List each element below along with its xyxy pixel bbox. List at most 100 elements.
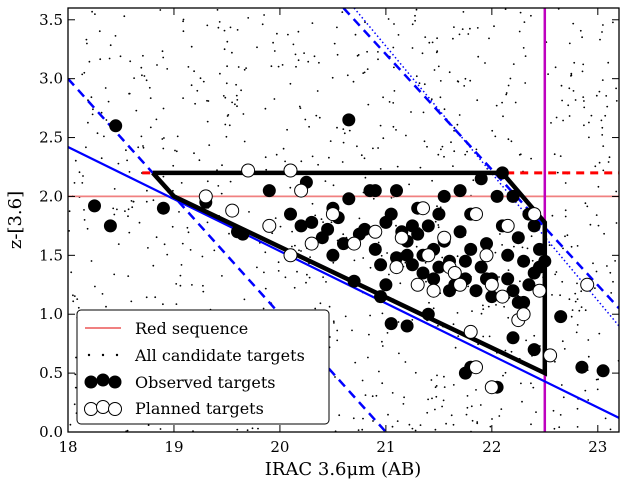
candidate-dot — [135, 109, 138, 112]
candidate-dot — [127, 215, 129, 218]
candidate-dot — [113, 213, 116, 216]
candidate-dot — [298, 249, 300, 252]
candidate-dot — [445, 422, 447, 425]
candidate-dot — [609, 428, 612, 431]
y-tick-label: 3.0 — [39, 70, 63, 88]
planned-target-point — [469, 360, 483, 375]
candidate-dot — [442, 399, 445, 402]
candidate-dot — [344, 315, 347, 318]
candidate-dot — [294, 244, 296, 247]
candidate-dot — [354, 33, 357, 36]
candidate-dot — [361, 379, 364, 382]
y-axis-label: z-[3.6] — [5, 191, 26, 249]
candidate-dot — [393, 23, 395, 25]
planned-target-point — [426, 283, 441, 298]
candidate-dot — [162, 107, 165, 110]
observed-target-point — [405, 219, 419, 233]
candidate-dot — [332, 261, 335, 264]
candidate-dot — [298, 105, 301, 108]
candidate-dot — [83, 209, 85, 211]
candidate-dot — [231, 51, 233, 54]
candidate-dot — [520, 382, 522, 385]
candidate-dot — [68, 210, 71, 213]
candidate-dot — [521, 400, 523, 403]
candidate-dot — [564, 215, 567, 218]
planned-target-point — [463, 324, 478, 339]
blue-dashed-right-line — [342, 8, 619, 310]
candidate-dot — [159, 9, 162, 11]
candidate-dot — [424, 36, 427, 38]
candidate-dot — [441, 405, 443, 408]
candidate-dot — [279, 225, 282, 228]
candidate-dot — [366, 68, 369, 70]
candidate-dot — [187, 231, 190, 234]
candidate-dot — [392, 102, 395, 104]
candidate-dot — [237, 66, 240, 68]
candidate-dot — [231, 101, 234, 104]
candidate-dot — [81, 182, 84, 184]
candidate-dot — [369, 266, 372, 269]
planned-target-point — [283, 248, 298, 263]
candidate-dot — [341, 11, 344, 14]
candidate-dot — [322, 276, 324, 278]
candidate-dot — [381, 312, 384, 315]
candidate-dot — [387, 413, 389, 416]
candidate-dot — [117, 243, 120, 246]
candidate-dot — [597, 185, 600, 188]
candidate-dot — [315, 114, 318, 117]
observed-target-point — [421, 219, 435, 233]
planned-target-point — [241, 163, 256, 178]
candidate-dot — [352, 80, 355, 83]
candidate-dot — [119, 55, 122, 58]
observed-target-point — [506, 189, 520, 203]
candidate-dot — [270, 65, 273, 68]
candidate-dot — [234, 103, 236, 106]
candidate-dot — [501, 244, 503, 246]
candidate-dot — [132, 200, 135, 203]
observed-target-point — [501, 248, 515, 262]
candidate-dot — [498, 415, 501, 417]
candidate-dot — [614, 260, 616, 262]
observed-target-point — [347, 274, 361, 288]
blue-dashed-left-line — [68, 77, 387, 432]
candidate-dot — [587, 399, 590, 401]
observed-target-point — [511, 231, 525, 245]
candidate-dot — [149, 97, 152, 99]
candidate-dot — [393, 66, 395, 69]
candidate-dot — [452, 384, 455, 386]
candidate-dot — [300, 250, 302, 252]
candidate-dot — [281, 64, 284, 66]
candidate-dot — [587, 355, 590, 358]
candidate-dot — [559, 294, 561, 297]
observed-target-point — [527, 219, 541, 233]
candidate-dot — [436, 374, 438, 377]
candidate-dot — [498, 276, 500, 278]
candidate-dot — [475, 389, 477, 391]
candidate-dot — [377, 147, 379, 149]
x-tick-label: 22 — [482, 438, 501, 456]
candidate-dot — [435, 385, 438, 387]
candidate-dot — [127, 275, 130, 277]
candidate-dot — [507, 84, 510, 87]
observed-target-point — [405, 258, 419, 272]
candidate-dot — [575, 331, 578, 334]
candidate-dot — [501, 101, 503, 104]
planned-target-point — [527, 207, 542, 222]
candidate-dot — [437, 224, 440, 226]
candidate-dot — [402, 403, 405, 405]
candidate-dot — [550, 122, 552, 124]
candidate-dot — [127, 208, 130, 211]
candidate-dot — [430, 379, 433, 381]
candidate-dot — [316, 90, 319, 92]
candidate-dot — [597, 224, 600, 227]
candidate-dot — [324, 180, 327, 183]
candidate-dot — [504, 349, 507, 352]
candidate-dot — [604, 114, 607, 117]
candidate-dot — [172, 164, 175, 167]
observed-target-point — [236, 227, 250, 241]
candidate-dot — [193, 70, 196, 73]
candidate-dot — [602, 145, 605, 148]
candidate-dot — [299, 107, 302, 109]
candidate-dot — [282, 147, 285, 150]
candidate-dot — [202, 80, 205, 83]
